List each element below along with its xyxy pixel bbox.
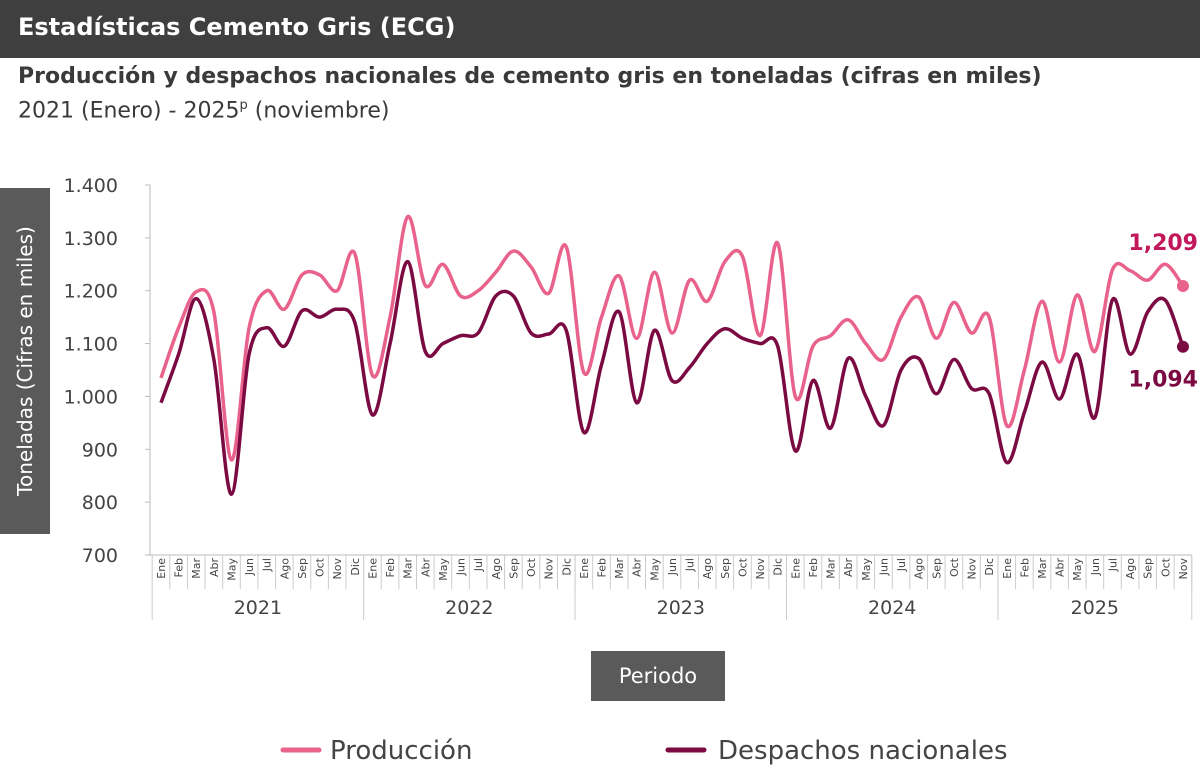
x-year-label: 2021 bbox=[234, 597, 282, 619]
x-month-label: Ene bbox=[366, 558, 379, 579]
x-month-label: Jul bbox=[895, 558, 908, 572]
x-month-label: May bbox=[437, 558, 450, 581]
subtitle-end: (noviembre) bbox=[254, 98, 390, 124]
x-year-label: 2025 bbox=[1071, 597, 1119, 619]
x-month-label: Abr bbox=[842, 558, 855, 578]
x-month-label: Dic bbox=[772, 558, 785, 576]
x-month-label: Mar bbox=[613, 558, 626, 579]
x-month-label: Oct bbox=[525, 557, 538, 577]
x-month-label: Nov bbox=[966, 558, 979, 580]
x-month-label: Mar bbox=[825, 558, 838, 579]
series-line-despachos bbox=[159, 259, 1185, 496]
x-month-label: Oct bbox=[948, 557, 961, 577]
x-year-label: 2024 bbox=[868, 597, 916, 619]
x-month-label: Abr bbox=[1054, 558, 1067, 578]
x-month-label: Feb bbox=[596, 558, 609, 577]
y-tick-label: 1.400 bbox=[64, 175, 118, 197]
series-line-produccion bbox=[159, 214, 1185, 462]
legend-label: Producción bbox=[330, 736, 472, 766]
x-month-label: May bbox=[648, 558, 661, 581]
x-month-label: Jun bbox=[1089, 558, 1102, 576]
x-month-label: May bbox=[1071, 558, 1084, 581]
x-month-label: Sep bbox=[296, 558, 309, 579]
end-point-marker bbox=[1176, 340, 1189, 353]
x-month-label: Oct bbox=[314, 557, 327, 577]
x-month-label: Jul bbox=[472, 558, 485, 572]
y-tick-label: 1.200 bbox=[64, 281, 118, 303]
x-axis-title-box: Periodo bbox=[591, 651, 725, 701]
x-month-label: Sep bbox=[507, 558, 520, 579]
end-value-label: 1,209 bbox=[1128, 231, 1198, 256]
x-month-label: Jun bbox=[666, 558, 679, 576]
x-month-label: Ene bbox=[789, 558, 802, 579]
x-month-label: Sep bbox=[930, 558, 943, 579]
header-bar: Estadísticas Cemento Gris (ECG) bbox=[0, 0, 1200, 58]
x-month-label: Jul bbox=[1106, 558, 1119, 572]
x-year-label: 2023 bbox=[657, 597, 705, 619]
x-month-label: Ago bbox=[701, 558, 714, 580]
x-month-label: Sep bbox=[1142, 558, 1155, 579]
x-axis-title: Periodo bbox=[618, 664, 698, 688]
x-month-label: Feb bbox=[807, 558, 820, 577]
x-month-label: Feb bbox=[173, 558, 186, 577]
y-tick-label: 700 bbox=[82, 545, 118, 567]
y-tick-label: 1.100 bbox=[64, 334, 118, 356]
x-month-label: Jun bbox=[877, 558, 890, 576]
x-month-label: Nov bbox=[1177, 558, 1190, 580]
x-month-label: Ago bbox=[1124, 558, 1137, 580]
x-month-label: Ene bbox=[578, 558, 591, 579]
end-point-marker bbox=[1176, 279, 1189, 292]
x-month-label: Abr bbox=[208, 558, 221, 578]
subtitle-sup: p bbox=[239, 98, 248, 113]
end-value-label: 1,094 bbox=[1128, 368, 1198, 393]
y-tick-label: 900 bbox=[82, 439, 118, 461]
x-month-label: Oct bbox=[1159, 557, 1172, 577]
x-month-label: Ene bbox=[155, 558, 168, 579]
x-month-label: Feb bbox=[1018, 558, 1031, 577]
x-year-label: 2022 bbox=[445, 597, 493, 619]
y-tick-label: 1.300 bbox=[64, 228, 118, 250]
y-axis-title-box: Toneladas (Cifras en miles) bbox=[0, 188, 50, 534]
x-month-label: Mar bbox=[190, 558, 203, 579]
y-tick-label: 1.000 bbox=[64, 386, 118, 408]
x-month-label: Abr bbox=[631, 558, 644, 578]
x-month-label: Ene bbox=[1001, 558, 1014, 579]
x-month-label: Mar bbox=[402, 558, 415, 579]
x-month-label: Abr bbox=[419, 558, 432, 578]
header-title: Estadísticas Cemento Gris (ECG) bbox=[18, 13, 456, 41]
x-month-label: Nov bbox=[754, 558, 767, 580]
chart-title: Producción y despachos nacionales de cem… bbox=[18, 64, 1042, 89]
x-month-label: Nov bbox=[543, 558, 556, 580]
x-month-label: Dic bbox=[349, 558, 362, 576]
x-month-label: Ago bbox=[278, 558, 291, 580]
x-month-label: Jul bbox=[684, 558, 697, 572]
chart-subtitle: 2021 (Enero) - 2025p (noviembre) bbox=[18, 98, 389, 123]
x-month-label: Dic bbox=[560, 558, 573, 576]
legend-label: Despachos nacionales bbox=[718, 736, 1008, 766]
x-month-label: Sep bbox=[719, 558, 732, 579]
x-month-label: Nov bbox=[331, 558, 344, 580]
x-month-label: Jul bbox=[261, 558, 274, 572]
x-month-label: Mar bbox=[1036, 558, 1049, 579]
x-month-label: Jun bbox=[243, 558, 256, 576]
x-month-label: Jun bbox=[455, 558, 468, 576]
x-month-label: Dic bbox=[983, 558, 996, 576]
subtitle-range: 2021 (Enero) - 2025 bbox=[18, 98, 240, 124]
x-month-label: Oct bbox=[736, 557, 749, 577]
x-month-label: Feb bbox=[384, 558, 397, 577]
x-month-label: Ago bbox=[913, 558, 926, 580]
x-month-label: Ago bbox=[490, 558, 503, 580]
y-tick-label: 800 bbox=[82, 492, 118, 514]
x-month-label: May bbox=[860, 558, 873, 581]
x-month-label: May bbox=[225, 558, 238, 581]
